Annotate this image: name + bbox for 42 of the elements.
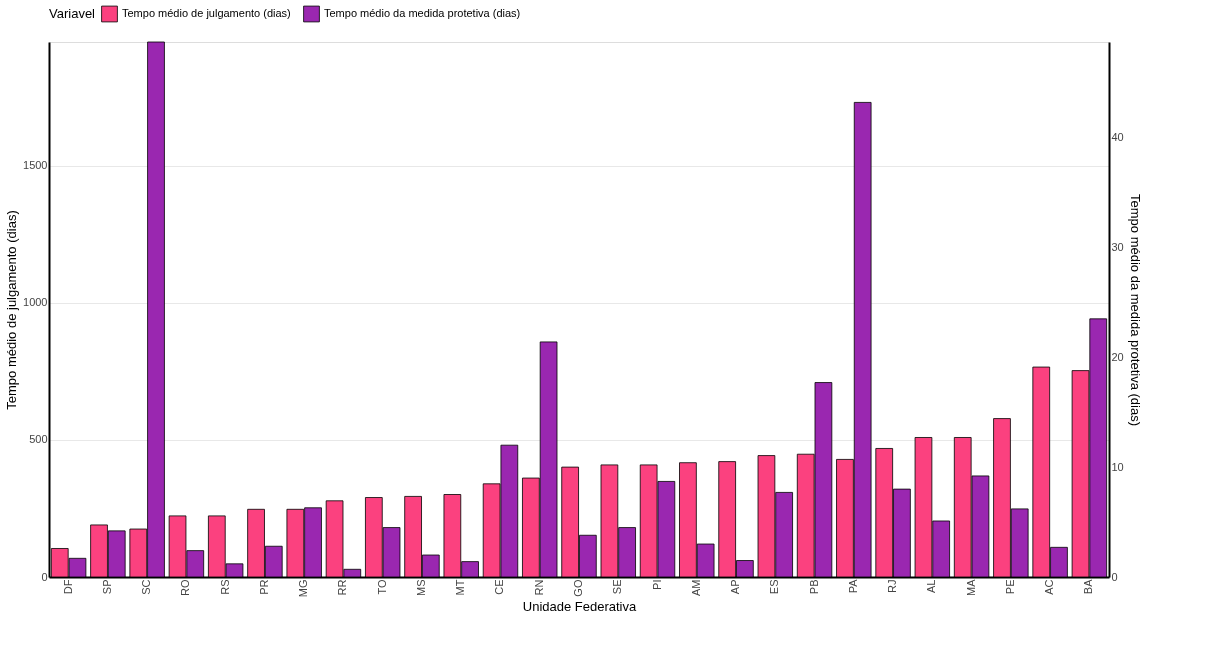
x-tick-label: RN [532, 579, 545, 596]
x-tick-label: RR [336, 579, 349, 596]
y-axis-title: Tempo médio de julgamento (dias) [4, 210, 20, 410]
x-tick-label: TO [375, 579, 388, 595]
legend-title: Variavel [49, 6, 96, 21]
x-tick-label: AP [729, 579, 742, 595]
x-tick-label: SP [100, 579, 113, 595]
y2-axis-title: Tempo médio da medida protetiva (dias) [1127, 194, 1143, 426]
y-tick-label: 0 [41, 570, 48, 583]
x-tick-label: AL [925, 579, 938, 593]
x-tick-label: DF [61, 579, 74, 595]
x-tick-label: MA [964, 578, 977, 596]
x-tick-label: BA [1082, 578, 1095, 595]
x-tick-label: GO [572, 579, 584, 597]
x-tick-label: PB [807, 579, 820, 595]
x-tick-label: PE [1003, 579, 1016, 595]
x-tick-label: MT [454, 579, 467, 596]
x-tick-label: SC [140, 579, 153, 595]
legend-label: Tempo médio da medida protetiva (dias) [324, 7, 521, 19]
legend-label: Tempo médio de julgamento (dias) [122, 7, 291, 19]
x-tick-label: MS [414, 579, 427, 596]
x-tick-label: ES [768, 579, 781, 595]
y-tick-label: 1500 [23, 159, 48, 172]
x-tick-label: RO [179, 579, 192, 596]
y2-tick-label: 10 [1111, 460, 1124, 473]
x-tick-label: SE [611, 579, 624, 595]
x-tick-label: PA [846, 578, 859, 594]
x-tick-label: PR [257, 579, 270, 595]
y2-tick-label: 0 [1111, 570, 1118, 583]
y-tick-label: 500 [29, 433, 48, 446]
y2-tick-label: 30 [1111, 240, 1124, 253]
x-tick-label: AM [689, 579, 702, 596]
x-tick-label: CE [493, 579, 506, 595]
x-axis-title: Unidade Federativa [522, 599, 637, 615]
x-tick-label: AC [1043, 579, 1056, 595]
x-tick-label: PI [650, 579, 663, 590]
x-tick-label: RS [218, 579, 231, 595]
x-tick-label: MG [297, 579, 310, 598]
y-tick-label: 1000 [23, 296, 48, 309]
y2-tick-label: 20 [1111, 350, 1124, 363]
y2-tick-label: 40 [1111, 131, 1124, 144]
x-tick-label: RJ [886, 579, 899, 593]
